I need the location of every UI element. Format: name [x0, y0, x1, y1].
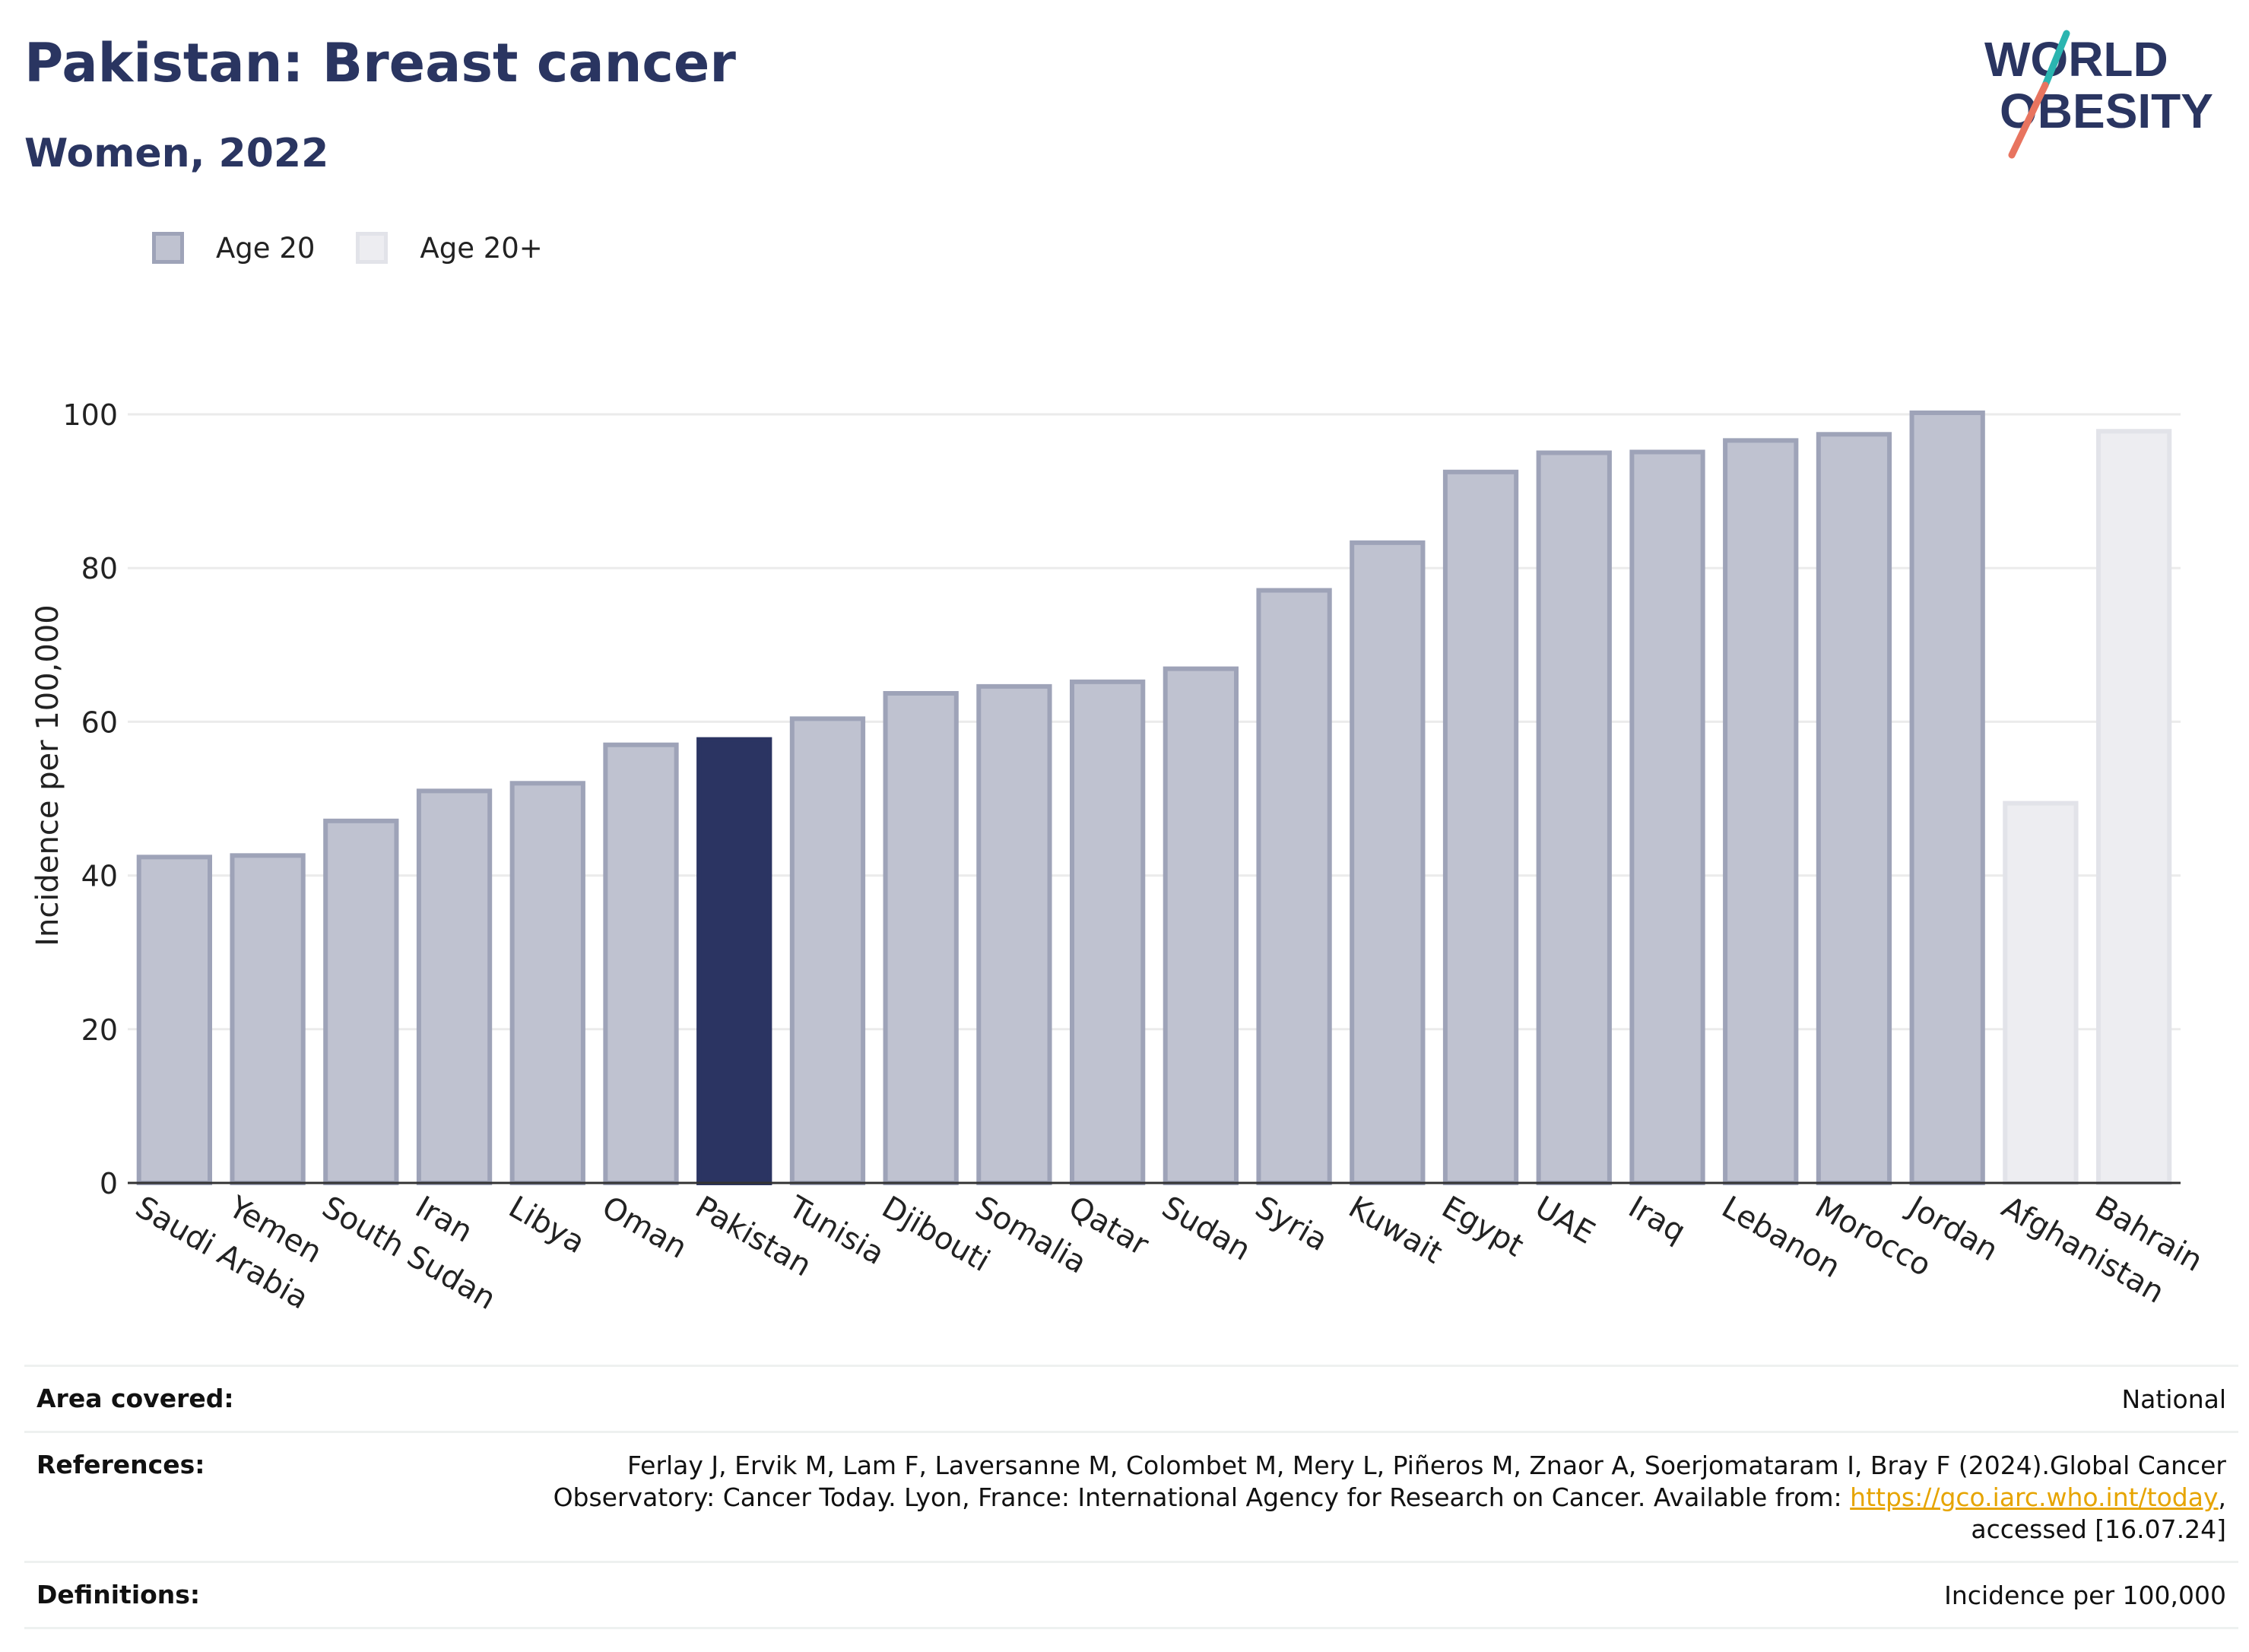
legend-swatch-age-20: [152, 232, 184, 264]
bar-iraq[interactable]: [1629, 449, 1705, 1185]
bar-qatar[interactable]: [1070, 679, 1146, 1185]
bar-afghanistan[interactable]: [2003, 801, 2079, 1185]
references-value: Ferlay J, Ervik M, Lam F, Laversanne M, …: [554, 1450, 2226, 1546]
page-title: Pakistan: Breast cancer: [24, 32, 736, 94]
logo-word-world: WORLD: [1984, 32, 2168, 87]
references-label: References:: [36, 1450, 205, 1479]
x-tick-label: Oman: [596, 1190, 693, 1266]
info-row-references: References: Ferlay J, Ervik M, Lam F, La…: [24, 1431, 2238, 1561]
world-obesity-logo: WORLD OBESITY: [1984, 30, 2213, 159]
bar-tunisia[interactable]: [789, 716, 866, 1185]
area-covered-label: Area covered:: [36, 1384, 234, 1413]
x-tick-label: Libya: [503, 1190, 591, 1260]
bar-south-sudan[interactable]: [323, 818, 399, 1185]
bar-kuwait[interactable]: [1350, 540, 1426, 1186]
legend-swatch-age-20-plus: [356, 232, 389, 264]
bar-libya[interactable]: [509, 781, 585, 1185]
bar-egypt[interactable]: [1442, 469, 1519, 1185]
bar-iran[interactable]: [416, 788, 493, 1185]
bar-lebanon[interactable]: [1723, 438, 1799, 1185]
references-line-2-end: ,: [2218, 1482, 2227, 1512]
x-tick-label: Syria: [1249, 1190, 1334, 1258]
logo-slash-coral: [2008, 81, 2049, 159]
references-line-2: Observatory: Cancer Today. Lyon, France:…: [553, 1482, 1851, 1512]
x-tick-label: Egypt: [1436, 1190, 1530, 1264]
x-tick-label: Kuwait: [1343, 1190, 1448, 1271]
x-tick-label: UAE: [1529, 1190, 1600, 1251]
x-tick-label: Sudan: [1156, 1190, 1256, 1268]
y-tick-label: 80: [81, 552, 118, 585]
y-tick-label: 40: [81, 860, 118, 893]
bar-somalia[interactable]: [976, 683, 1052, 1185]
x-tick-label: South Sudan: [316, 1190, 502, 1317]
y-tick-label: 0: [100, 1167, 118, 1200]
bar-djibouti[interactable]: [883, 690, 959, 1185]
info-row-area: Area covered: National: [24, 1365, 2238, 1431]
references-link[interactable]: https://gco.iarc.who.int/today: [1850, 1482, 2219, 1512]
x-tick-label: Djibouti: [876, 1190, 995, 1279]
y-tick-label: 60: [81, 706, 118, 739]
definitions-label: Definitions:: [36, 1580, 201, 1609]
definitions-value: Incidence per 100,000: [1944, 1581, 2226, 1610]
bar-sudan[interactable]: [1163, 666, 1239, 1185]
bar-pakistan[interactable]: [696, 737, 772, 1185]
area-covered-value: National: [2121, 1384, 2226, 1414]
y-tick-label: 20: [81, 1013, 118, 1047]
references-line-3: accessed [16.07.24]: [1971, 1514, 2226, 1544]
bar-oman[interactable]: [603, 742, 679, 1185]
bar-bahrain[interactable]: [2096, 429, 2172, 1185]
legend-item-age-20-plus[interactable]: Age 20+: [356, 231, 543, 265]
bar-saudi-arabia[interactable]: [136, 855, 213, 1185]
legend-item-age-20[interactable]: Age 20: [152, 232, 315, 265]
info-table: Area covered: National References: Ferla…: [24, 1365, 2238, 1629]
bar-jordan[interactable]: [1909, 410, 1985, 1185]
chart-legend: Age 20 Age 20+: [152, 227, 584, 269]
logo-slash-teal: [2041, 30, 2070, 89]
y-tick-label: 100: [62, 398, 118, 432]
page-subtitle: Women, 2022: [24, 131, 329, 176]
legend-label-age-20-plus: Age 20+: [420, 231, 543, 265]
x-tick-label: Iraq: [1623, 1190, 1692, 1250]
bar-yemen[interactable]: [230, 853, 306, 1186]
bar-morocco[interactable]: [1816, 432, 1892, 1185]
bar-uae[interactable]: [1536, 450, 1612, 1186]
info-row-definitions: Definitions: Incidence per 100,000: [24, 1561, 2238, 1629]
legend-label-age-20: Age 20: [216, 231, 316, 265]
references-line-1: Ferlay J, Ervik M, Lam F, Laversanne M, …: [626, 1451, 2226, 1480]
y-axis-title: Incidence per 100,000: [30, 604, 65, 946]
bar-syria[interactable]: [1256, 588, 1332, 1186]
